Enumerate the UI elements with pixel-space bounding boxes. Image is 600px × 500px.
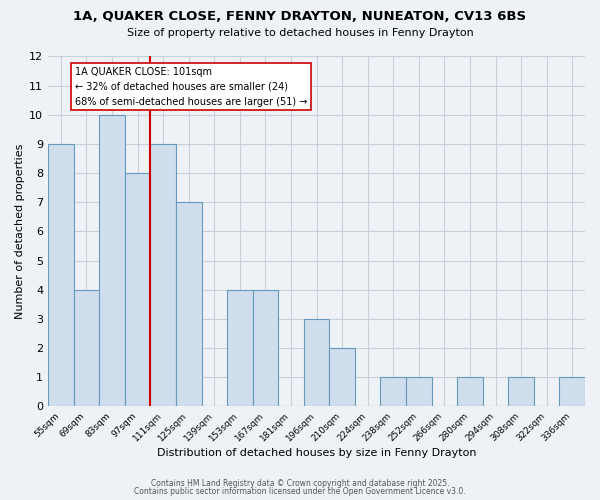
X-axis label: Distribution of detached houses by size in Fenny Drayton: Distribution of detached houses by size … bbox=[157, 448, 476, 458]
Bar bbox=[559, 377, 585, 406]
Bar bbox=[125, 173, 151, 406]
Text: Contains HM Land Registry data © Crown copyright and database right 2025.: Contains HM Land Registry data © Crown c… bbox=[151, 478, 449, 488]
Bar bbox=[227, 290, 253, 406]
Text: Contains public sector information licensed under the Open Government Licence v3: Contains public sector information licen… bbox=[134, 487, 466, 496]
Bar bbox=[380, 377, 406, 406]
Bar bbox=[406, 377, 431, 406]
Bar bbox=[508, 377, 534, 406]
Bar bbox=[151, 144, 176, 406]
Bar bbox=[253, 290, 278, 406]
Bar bbox=[329, 348, 355, 406]
Bar bbox=[176, 202, 202, 406]
Text: 1A, QUAKER CLOSE, FENNY DRAYTON, NUNEATON, CV13 6BS: 1A, QUAKER CLOSE, FENNY DRAYTON, NUNEATO… bbox=[73, 10, 527, 23]
Bar bbox=[99, 115, 125, 406]
Text: 1A QUAKER CLOSE: 101sqm
← 32% of detached houses are smaller (24)
68% of semi-de: 1A QUAKER CLOSE: 101sqm ← 32% of detache… bbox=[75, 67, 307, 106]
Text: Size of property relative to detached houses in Fenny Drayton: Size of property relative to detached ho… bbox=[127, 28, 473, 38]
Bar bbox=[457, 377, 483, 406]
Bar bbox=[304, 319, 329, 406]
Y-axis label: Number of detached properties: Number of detached properties bbox=[15, 144, 25, 319]
Bar bbox=[74, 290, 99, 406]
Bar bbox=[48, 144, 74, 406]
